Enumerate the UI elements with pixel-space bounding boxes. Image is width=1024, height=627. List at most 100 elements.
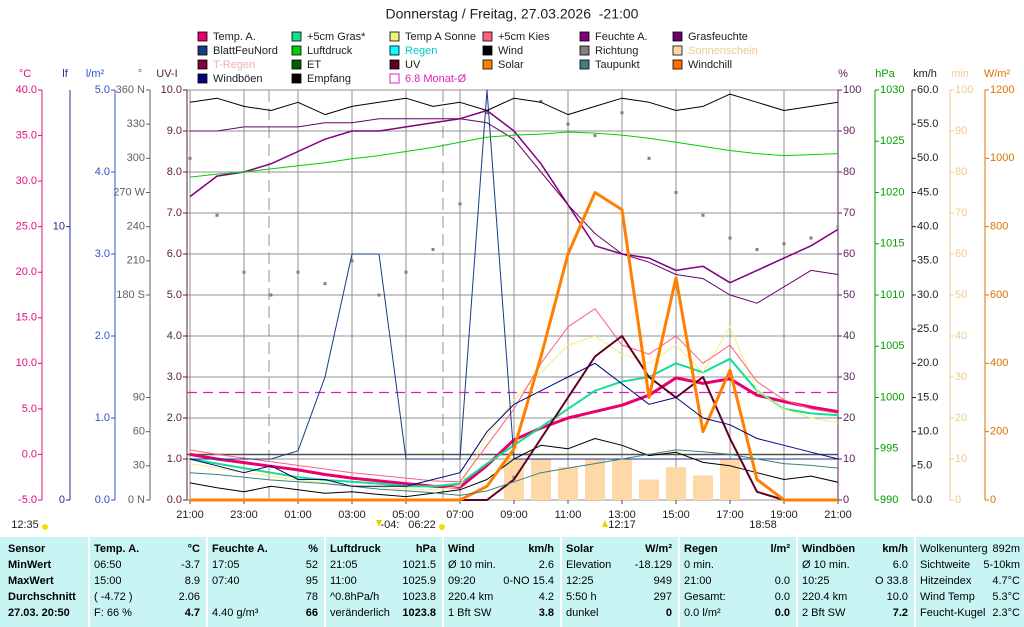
series-layer: [188, 89, 838, 502]
column-header: Solar: [566, 543, 594, 555]
cell-label: 07:40: [212, 575, 240, 587]
cell-value: 7.2: [892, 607, 908, 619]
cell-value: 1021.5: [402, 559, 436, 571]
legend-label: Empfang: [307, 73, 351, 85]
cell-value: 52: [305, 559, 318, 571]
axis-tick-label: 60.0: [917, 84, 938, 96]
cell-label: Elevation: [566, 559, 612, 571]
direction-dot: [755, 247, 759, 251]
column-unit: l/m²: [770, 543, 790, 555]
cell-label: ^0.8hPa/h: [330, 591, 380, 603]
cell-value: 3.8: [538, 607, 554, 619]
column-unit: °C: [187, 543, 200, 555]
axis-tick-label: 1020: [880, 186, 904, 198]
column-header: Regen: [684, 543, 718, 555]
axis-tick-label: 100: [843, 84, 861, 96]
x-tick-label: 13:00: [608, 509, 636, 521]
axis-tick-label: 1015: [880, 238, 904, 250]
direction-dot: [728, 236, 732, 240]
axis-tick-label: 5.0: [167, 289, 182, 301]
axis-tick-label: 100: [955, 84, 973, 96]
cell-value: 6.0: [892, 559, 908, 571]
moon-icon: [376, 520, 382, 527]
axis-tick-label: 40.0: [16, 84, 37, 96]
cell-label: F: 66 %: [94, 607, 132, 619]
extra-label: Wind Temp: [920, 591, 975, 603]
series-line: [190, 118, 838, 304]
axis-tick-label: 1200: [990, 84, 1014, 96]
legend-swatch: [482, 31, 493, 42]
extra-label: Sichtweite: [920, 559, 971, 571]
axis-tick-label: 20.0: [917, 357, 938, 369]
axis-tick-label: 330: [127, 118, 145, 130]
axis-tick-label: 0.0: [167, 494, 182, 506]
annotation-label: 12:35: [11, 519, 39, 531]
sunshine-bar: [720, 459, 740, 500]
sunshine-bar: [612, 459, 632, 500]
axis-tick-label: 50.0: [917, 152, 938, 164]
legend-label: Regen: [405, 45, 437, 57]
axis-title: °C: [19, 68, 31, 80]
cell-label: 21:05: [330, 559, 358, 571]
axis-tick-label: 1.0: [167, 453, 182, 465]
extra-value: 4.7°C: [992, 575, 1020, 587]
axis-tick-label: 15.0: [16, 312, 37, 324]
column-separator: [796, 537, 798, 627]
legend-label: Temp. A.: [213, 31, 256, 43]
x-tick-label: 19:00: [770, 509, 798, 521]
axis-title: lf: [62, 68, 68, 80]
legend-label: +5cm Gras*: [307, 31, 366, 43]
extra-value: 5.3°C: [992, 591, 1020, 603]
axis-tick-label: 90: [955, 125, 967, 137]
cell-label: 17:05: [212, 559, 240, 571]
direction-dot: [242, 270, 246, 274]
legend-label: Sonnenschein: [688, 45, 758, 57]
cell-label: 0 min.: [684, 559, 714, 571]
legend-swatch: [482, 45, 493, 56]
direction-dot: [188, 156, 192, 160]
axis-tick-label: 10: [955, 453, 967, 465]
cell-value: 8.9: [184, 575, 200, 587]
direction-dot: [701, 213, 705, 217]
cell-label: Ø 10 min.: [802, 559, 850, 571]
cell-label: 1 Bft SW: [448, 607, 492, 619]
cell-value: 2.06: [178, 591, 200, 603]
axis-tick-label: 30.0: [917, 289, 938, 301]
axis-tick-label: 70: [955, 207, 967, 219]
extra-label: Wolkenunterg: [920, 543, 988, 555]
sunshine-bar: [585, 459, 605, 500]
direction-dot: [836, 225, 838, 229]
legend-swatch: [389, 73, 400, 84]
axis-tick-label: 8.0: [167, 166, 182, 178]
cell-value: 10.0: [886, 591, 908, 603]
sun-icon: [42, 524, 48, 530]
axis-tick-label: 60: [133, 426, 145, 438]
x-tick-label: 11:00: [555, 509, 582, 521]
cell-label: 2 Bft SW: [802, 607, 846, 619]
direction-dot: [593, 134, 597, 138]
cell-label: veränderlich: [330, 607, 390, 619]
axis-tick-label: 0.0: [917, 494, 932, 506]
axis-tick-label: 5.0: [917, 460, 932, 472]
cell-label: 10:25: [802, 575, 830, 587]
axis-tick-label: 5.0: [22, 403, 37, 415]
cell-label: 15:00: [94, 575, 122, 587]
legend-label: UV: [405, 59, 421, 71]
axis-tick-label: 400: [990, 357, 1008, 369]
axis-tick-label: 300: [127, 152, 145, 164]
axis-title: hPa: [875, 68, 895, 80]
axis-tick-label: 70: [843, 207, 855, 219]
cell-label: 21:00: [684, 575, 712, 587]
legend-swatch: [389, 45, 400, 56]
axis-tick-label: 1025: [880, 135, 904, 147]
direction-dot: [647, 156, 651, 160]
cell-value: 2.6: [538, 559, 554, 571]
series-line: [189, 376, 838, 489]
cell-value: 66: [305, 607, 318, 619]
axis-tick-label: 800: [990, 221, 1008, 233]
x-tick-label: 21:00: [824, 509, 852, 521]
cell-value: 1025.9: [402, 575, 436, 587]
row-label: MaxWert: [8, 575, 54, 587]
axis-tick-label: 10.0: [16, 357, 37, 369]
legend-swatch: [291, 45, 302, 56]
